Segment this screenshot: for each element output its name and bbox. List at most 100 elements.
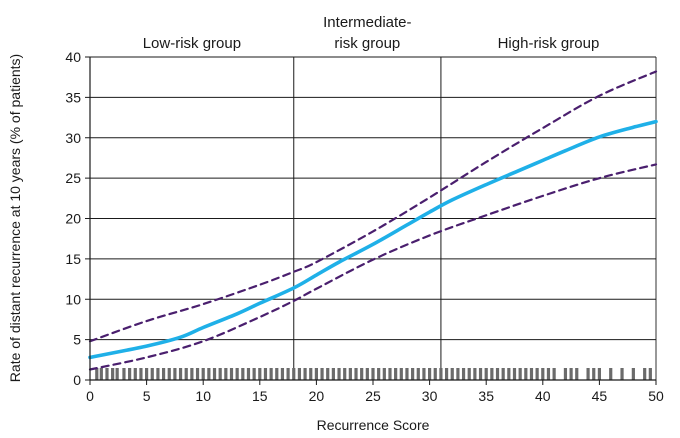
y-tick-label: 40 xyxy=(65,49,81,65)
rug-tick xyxy=(360,368,364,380)
x-tick-label: 30 xyxy=(422,388,438,404)
rug-tick xyxy=(207,368,211,380)
rug-tick xyxy=(631,368,635,380)
y-tick-label: 5 xyxy=(73,332,81,348)
rug-tick xyxy=(246,368,251,380)
rug-tick xyxy=(115,368,119,380)
rug-tick xyxy=(258,368,262,380)
rug-tick xyxy=(224,368,228,380)
group-label: High-risk group xyxy=(498,35,600,52)
confidence-bound-line-2 xyxy=(88,163,658,371)
x-tick-label: 20 xyxy=(309,388,325,404)
rug-tick xyxy=(263,368,268,380)
rug-tick xyxy=(563,368,568,380)
rug-tick xyxy=(467,368,471,380)
x-tick-label: 50 xyxy=(648,388,664,404)
rug-tick xyxy=(439,368,443,380)
group-label: Intermediate- xyxy=(323,14,411,31)
y-tick-label: 25 xyxy=(65,170,81,186)
rug-tick xyxy=(139,368,143,380)
rug-tick xyxy=(314,368,318,380)
group-label: Low-risk group xyxy=(143,35,241,52)
rug-tick xyxy=(275,368,279,380)
rug-tick xyxy=(546,368,551,380)
rug-tick xyxy=(388,368,392,380)
rug-tick xyxy=(212,368,217,380)
series-lines xyxy=(88,70,658,371)
rug-tick xyxy=(609,368,613,380)
rug-tick xyxy=(297,368,302,380)
rug-tick xyxy=(99,368,103,380)
rug-tick xyxy=(518,368,522,380)
y-tick-label: 20 xyxy=(65,211,81,227)
x-tick-label: 40 xyxy=(535,388,551,404)
rug-tick xyxy=(252,368,256,380)
rug-tick xyxy=(320,368,324,380)
rug-tick xyxy=(161,368,166,380)
rug-tick xyxy=(167,368,171,380)
rug-tick xyxy=(303,368,307,380)
x-tick-label: 5 xyxy=(143,388,151,404)
rug-tick xyxy=(343,368,347,380)
x-tick-label: 10 xyxy=(195,388,211,404)
x-tick-label: 35 xyxy=(478,388,494,404)
rug-tick xyxy=(529,368,534,380)
y-tick-label: 30 xyxy=(65,130,81,146)
rug-tick xyxy=(405,368,409,380)
x-axis-label: Recurrence Score xyxy=(317,417,430,433)
rug-tick xyxy=(484,368,488,380)
rug-tick xyxy=(156,368,160,380)
rug-tick xyxy=(586,368,590,380)
tick-labels: 0 5 10 15 20 25 30 35 40 45 50 0 5 10 15 20 25 30 35 40 xyxy=(65,49,664,404)
rug-tick xyxy=(178,368,183,380)
y-tick-label: 15 xyxy=(65,251,81,267)
rug-tick xyxy=(444,368,449,380)
rug-tick xyxy=(433,368,437,380)
rug-tick xyxy=(309,368,313,380)
rug-tick xyxy=(592,368,596,380)
y-tick-label: 10 xyxy=(65,291,81,307)
rug-tick xyxy=(524,368,528,380)
rug-tick xyxy=(495,368,500,380)
rug-tick xyxy=(229,368,234,380)
rug-tick xyxy=(456,368,460,380)
rug-tick xyxy=(377,368,381,380)
rug-tick xyxy=(128,368,132,380)
rug-tick xyxy=(552,368,556,380)
rug-tick xyxy=(331,368,335,380)
rug-tick xyxy=(473,368,477,380)
rug-tick xyxy=(280,368,285,380)
rug-tick xyxy=(150,368,154,380)
rug-tick xyxy=(122,368,126,380)
rug-tick xyxy=(337,368,341,380)
rug-tick xyxy=(241,368,245,380)
rug-tick xyxy=(411,368,415,380)
rug-tick xyxy=(597,368,601,380)
rug-tick xyxy=(382,368,386,380)
group-label: risk group xyxy=(334,35,400,52)
x-tick-label: 15 xyxy=(252,388,268,404)
rug-tick xyxy=(507,368,511,380)
rug-tick xyxy=(235,368,239,380)
rug-tick xyxy=(354,368,358,380)
rug-tick xyxy=(569,368,573,380)
rug-tick xyxy=(541,368,545,380)
rug-tick xyxy=(643,368,647,380)
rug-tick xyxy=(461,368,466,380)
rug-tick xyxy=(145,368,149,380)
rug-tick xyxy=(490,368,494,380)
rug-tick xyxy=(365,368,369,380)
rug-tick xyxy=(286,368,290,380)
rug-tick xyxy=(399,368,403,380)
rug-tick xyxy=(105,368,109,380)
rug-tick xyxy=(190,368,194,380)
group-labels: Low-risk group Intermediate-risk group Hig… xyxy=(143,14,600,52)
x-tick-label: 45 xyxy=(592,388,608,404)
rug-tick xyxy=(133,368,137,380)
rug-tick xyxy=(218,368,222,380)
rug-tick xyxy=(195,368,200,380)
rug-tick xyxy=(292,368,296,380)
confidence-bound-line-1 xyxy=(88,70,658,343)
y-tick-label: 35 xyxy=(65,89,81,105)
rug-tick xyxy=(269,368,273,380)
